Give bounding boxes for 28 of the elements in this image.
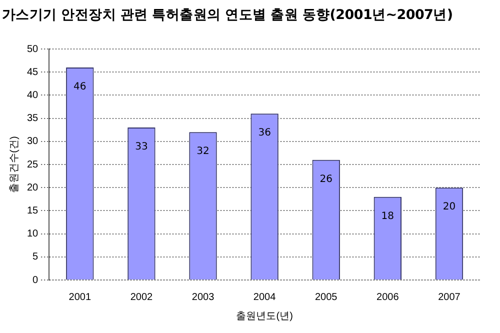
y-tick-label: 30 <box>27 136 39 148</box>
y-tick-label: 50 <box>27 44 39 55</box>
y-tick-label: 15 <box>27 205 39 216</box>
x-tick-label: 2004 <box>253 292 276 303</box>
data-label: 20 <box>442 202 456 213</box>
y-tick-label: 25 <box>27 159 39 170</box>
x-axis-title: 출원년도(년) <box>236 310 293 322</box>
x-tick-label: 2002 <box>130 292 154 303</box>
x-tick-label: 2007 <box>438 292 461 303</box>
x-tick-label: 2001 <box>68 292 92 303</box>
y-tick-label: 35 <box>27 113 39 124</box>
y-tick-label: 40 <box>27 90 39 101</box>
data-label: 46 <box>74 81 86 92</box>
y-tick-label: 10 <box>27 228 39 240</box>
x-tick-label: 2005 <box>314 292 338 303</box>
data-label: 26 <box>320 174 332 185</box>
x-tick-label: 2006 <box>376 292 400 303</box>
data-label: 33 <box>135 142 148 153</box>
data-label: 32 <box>196 146 210 158</box>
y-axis-title: 출원건수(건) <box>8 136 20 193</box>
y-tick-label: 0 <box>32 274 39 286</box>
data-label: 18 <box>381 210 394 222</box>
x-tick-label: 2003 <box>192 292 215 303</box>
y-tick-label: 5 <box>32 252 39 263</box>
y-tick-label: 20 <box>27 182 39 194</box>
chart-title: 가스기기 안전장치 관련 특허출원의 연도별 출원 동향(2001년~2007년) <box>2 6 453 24</box>
data-label: 36 <box>258 128 271 139</box>
y-tick-label: 45 <box>27 66 39 78</box>
